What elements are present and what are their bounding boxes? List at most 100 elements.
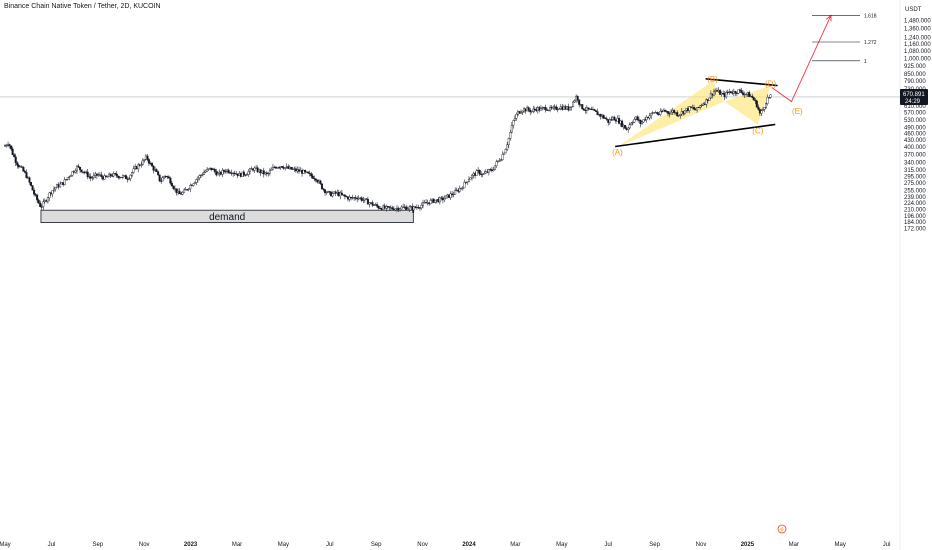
price-tag-value: 670.891 [903,92,925,98]
candle-body [757,106,760,110]
candle-body [608,119,611,123]
candle-body [394,208,397,211]
candle-body [400,206,403,210]
candle-body [146,155,149,160]
y-tick-label: 610.000 [904,104,926,110]
candle-body [555,106,558,110]
candle-body [471,174,474,179]
y-tick-label: 340.000 [904,161,926,167]
candle-body [667,111,670,114]
y-tick-label: 184.000 [904,220,926,226]
candle-body [705,99,708,105]
alert-icon-glyph: ⚡ [778,526,785,534]
y-tick-label: 570.000 [904,111,926,117]
candle-body [158,174,161,182]
candle-body [213,168,216,172]
candle-body [656,112,659,115]
candle-body [719,90,722,95]
x-tick-label: Nov [417,542,428,548]
candle-body [443,198,446,201]
candle-body [268,170,271,174]
candle-body [513,118,516,121]
candle-body [624,125,627,129]
candle-body [131,172,134,176]
candle-body [696,107,699,111]
candle-body [340,192,343,195]
candle-body [37,199,40,204]
candle-body [36,195,39,201]
x-tick-label: Jul [883,542,891,548]
candle-body [454,190,457,195]
x-tick-label: May [556,542,567,548]
candle-body [319,180,322,185]
candle-body [461,187,464,189]
candle-body [233,172,236,175]
candle-body [469,177,472,180]
candle-body [33,190,36,195]
demand-zone-rect [40,209,414,223]
candle-body [65,179,68,181]
y-tick-label: 1,360.000 [904,27,931,33]
candle-body [377,205,380,209]
candle-body [689,106,692,108]
candle-body [506,144,509,150]
x-tick-label: Mar [789,542,799,548]
candle-body [128,178,131,180]
candle-body [100,174,103,177]
candle-body [627,127,630,131]
candle-body [376,204,379,207]
x-tick-label: May [0,542,11,548]
candle-body [242,171,245,176]
candle-body [475,170,478,176]
y-tick-label: 430.000 [904,138,926,144]
candle-body [504,149,507,154]
candle-body [630,122,633,125]
x-tick-label: May [278,542,289,548]
candle-body [405,206,408,210]
harmonic-pattern [617,81,771,147]
x-tick-label: Jul [604,542,612,548]
y-tick-label: 1,160.000 [904,42,931,48]
candle-body [631,122,634,124]
x-tick-label: Mar [510,542,520,548]
triangle-lower-line [615,123,776,148]
candle-body [17,164,20,168]
x-tick-label: 2024 [462,542,476,548]
candle-body [527,107,530,111]
candle-body [458,188,461,192]
candle-body [311,175,314,179]
candle-body [726,92,729,94]
fib-levels: 1.618 1.272 1 [812,13,877,65]
candle-body [605,118,608,120]
candle-body [245,174,248,176]
candle-body [677,115,680,117]
candle-body [481,173,484,175]
candle-body [141,160,144,165]
candle-body [576,96,579,100]
chart-title: Binance Chain Native Token / Tether, 2D,… [4,3,161,10]
candle-body [483,172,486,175]
candle-body [640,121,643,125]
candle-body [495,161,498,166]
candle-body [587,107,590,110]
candle-body [106,176,109,178]
candle-body [700,104,703,106]
candle-body [310,173,313,177]
candle-body [365,198,368,200]
candle-body [91,177,94,179]
candle-body [444,195,447,199]
candle-body [80,169,83,173]
candle-body [659,111,662,115]
harmonic-triangle-right [724,85,771,125]
candle-body [449,193,452,198]
wave-labels: (A) (B) (C) (D) (E) [612,75,803,157]
alert-icon [777,524,787,534]
candle-body [754,99,757,102]
candle-body [51,190,54,195]
candle-body [161,177,164,182]
candle-body [373,204,376,206]
candle-body [735,92,738,94]
fib-level-label: 1.272 [864,40,877,46]
candle-body [124,175,127,180]
